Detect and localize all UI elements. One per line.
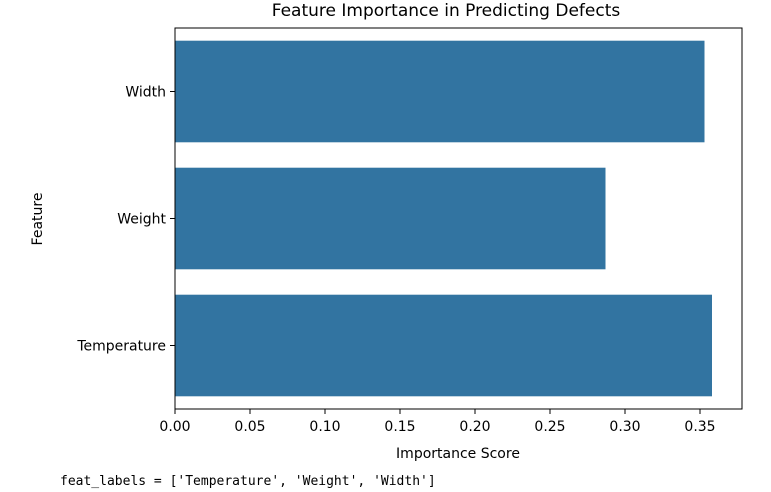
x-tick-label: 0.25 — [534, 419, 565, 435]
code-caption: feat_labels = ['Temperature', 'Weight', … — [60, 474, 436, 489]
x-axis-label: Importance Score — [396, 446, 520, 462]
y-tick-label: Width — [125, 85, 166, 101]
y-tick-label: Temperature — [76, 339, 166, 355]
x-axis-ticks: 0.00 0.05 0.10 0.15 0.20 0.25 0.30 0.35 — [159, 409, 716, 435]
y-axis-label: Feature — [30, 193, 46, 246]
x-tick-label: 0.10 — [309, 419, 340, 435]
x-tick-label: 0.20 — [459, 419, 490, 435]
chart-title: Feature Importance in Predicting Defects — [272, 1, 621, 21]
x-tick-label: 0.30 — [609, 419, 640, 435]
bar-weight — [175, 167, 606, 270]
y-tick-label: Weight — [117, 212, 166, 228]
bars-group — [175, 40, 712, 397]
bar-width — [175, 40, 705, 143]
x-tick-label: 0.05 — [234, 419, 265, 435]
bar-temperature — [175, 294, 712, 397]
y-axis-ticks: Width Weight Temperature — [76, 85, 175, 355]
x-tick-label: 0.00 — [159, 419, 190, 435]
x-tick-label: 0.35 — [684, 419, 715, 435]
x-tick-label: 0.15 — [384, 419, 415, 435]
